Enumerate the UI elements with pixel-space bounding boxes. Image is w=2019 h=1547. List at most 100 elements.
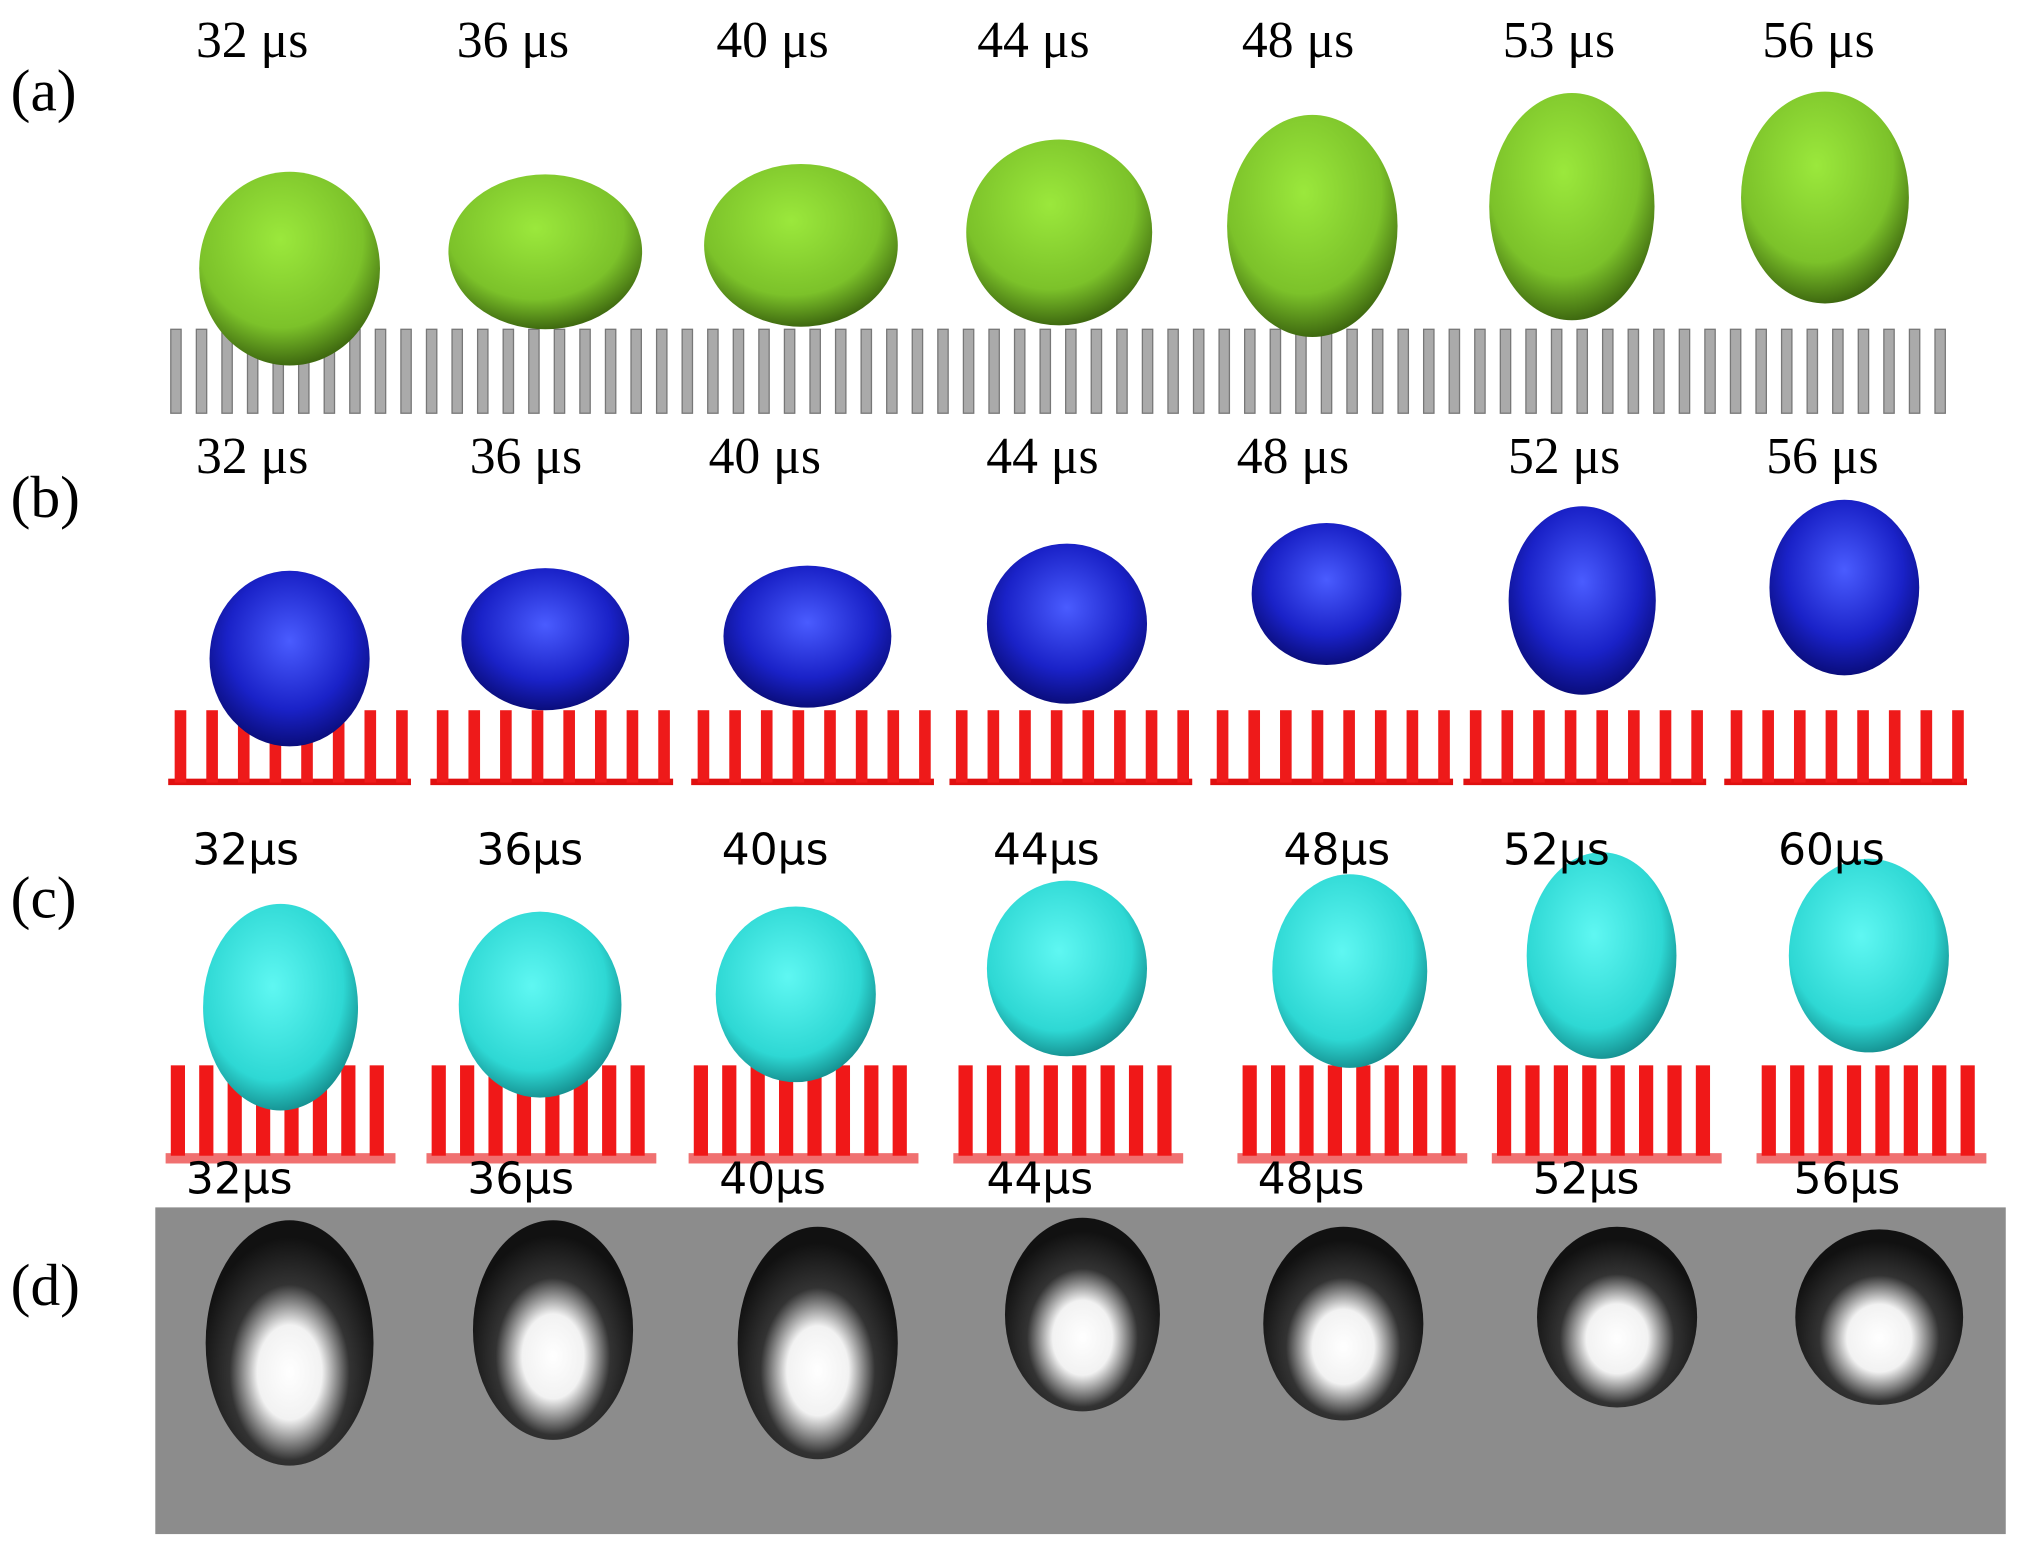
droplet — [448, 174, 643, 330]
pillar — [919, 710, 931, 783]
pillar — [1065, 328, 1077, 414]
time-label: 40 μs — [716, 12, 828, 69]
panel-label: (d) — [11, 1252, 80, 1318]
pillar — [1564, 710, 1577, 783]
pillar — [1582, 1065, 1597, 1156]
pillar — [1248, 710, 1261, 783]
pillar — [528, 328, 540, 414]
pillar — [1043, 1065, 1058, 1156]
droplet — [1537, 1226, 1698, 1408]
pillar — [1952, 710, 1964, 783]
pillar — [374, 328, 387, 414]
time-label: 48μs — [1284, 824, 1391, 875]
pillar — [955, 710, 968, 783]
pillar — [1090, 328, 1103, 414]
pillar — [887, 710, 900, 783]
pillar — [1346, 328, 1358, 414]
time-label: 32μs — [192, 824, 299, 875]
pillar — [206, 710, 218, 783]
pillar — [681, 328, 694, 414]
droplet — [1741, 91, 1909, 304]
pillar — [1397, 328, 1410, 414]
pillar — [1846, 1065, 1862, 1156]
pillar — [1218, 328, 1231, 414]
pillar — [1128, 1065, 1144, 1156]
pillar — [835, 1065, 851, 1156]
pillar — [1145, 710, 1158, 783]
pillar — [1596, 710, 1609, 783]
pillar — [958, 1065, 973, 1156]
pillar — [1627, 328, 1640, 414]
pillar — [986, 1065, 1002, 1156]
pillar — [502, 328, 515, 414]
pillar — [1216, 710, 1229, 783]
droplet — [461, 568, 630, 711]
panel-label: (c) — [11, 865, 77, 931]
pillar — [630, 1065, 645, 1156]
time-label: 44 μs — [977, 12, 1089, 69]
pillar — [1762, 710, 1774, 783]
pillar — [1576, 328, 1589, 414]
pillar — [1857, 710, 1869, 783]
pillar — [488, 1065, 503, 1156]
pillar — [1888, 710, 1901, 783]
pillar — [1691, 710, 1703, 783]
pillar — [476, 328, 489, 414]
pillar — [1356, 1065, 1371, 1156]
pillar — [1883, 328, 1895, 414]
pillar — [1806, 328, 1819, 414]
pillar — [1639, 1065, 1654, 1156]
pillar — [364, 710, 377, 783]
pillar — [626, 710, 639, 783]
pillar — [431, 1065, 446, 1156]
substrate — [1491, 1153, 1722, 1164]
pillar — [722, 1065, 737, 1156]
pillar — [760, 710, 773, 783]
droplet — [715, 906, 876, 1083]
pillar — [1730, 710, 1743, 783]
pillar — [1704, 328, 1716, 414]
pillar — [809, 328, 821, 414]
pillar — [1496, 1065, 1512, 1156]
pillar — [460, 1065, 475, 1156]
pillar — [1469, 710, 1482, 783]
pillar — [1013, 328, 1026, 414]
pillar — [602, 1065, 617, 1156]
pillar — [655, 328, 668, 414]
pillar — [658, 710, 670, 783]
substrate — [691, 778, 934, 786]
pillar — [199, 1065, 214, 1156]
time-label: 48 μs — [1242, 12, 1354, 69]
pillar — [792, 710, 805, 783]
time-label: 36μs — [476, 824, 583, 875]
time-label: 36 μs — [457, 12, 569, 69]
pillar — [1610, 1065, 1625, 1156]
pillar — [1438, 710, 1450, 783]
droplet — [205, 1220, 374, 1466]
pillar — [1903, 1065, 1918, 1156]
pillar — [332, 710, 345, 783]
pillar — [834, 328, 847, 414]
pillar — [369, 1065, 384, 1156]
pillar — [1280, 710, 1292, 783]
pillar — [962, 328, 975, 414]
pillar — [1371, 328, 1384, 414]
pillar — [1761, 1065, 1776, 1156]
pillar — [195, 328, 208, 414]
substrate — [688, 1153, 919, 1164]
droplet — [1251, 522, 1402, 666]
pillar — [1270, 1065, 1286, 1156]
droplet — [1272, 874, 1428, 1068]
droplet — [1788, 858, 1949, 1053]
time-label: 52 μs — [1508, 428, 1620, 485]
time-label: 44μs — [993, 824, 1100, 875]
pillar — [1413, 1065, 1428, 1156]
pillar — [1050, 710, 1063, 783]
pillar — [937, 328, 949, 414]
pillar — [1299, 1065, 1314, 1156]
pillar — [1116, 328, 1128, 414]
pillar — [1311, 710, 1324, 783]
pillar — [1019, 710, 1031, 783]
time-label: 52μs — [1533, 1154, 1640, 1205]
pillar — [579, 328, 591, 414]
